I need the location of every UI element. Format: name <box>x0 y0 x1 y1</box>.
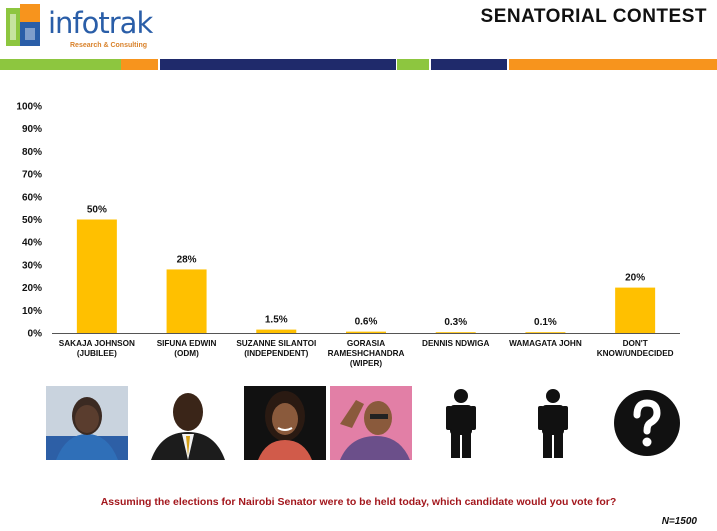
x-tick-label: DON'T <box>623 339 648 348</box>
x-tick-label: DENNIS NDWIGA <box>422 339 489 348</box>
y-tick-label: 10% <box>22 306 42 317</box>
sample-size: N=1500 <box>661 516 697 527</box>
data-label: 50% <box>87 205 107 216</box>
x-tick-label: SUZANNE SILANTOI <box>236 339 316 348</box>
bar <box>166 269 207 333</box>
suzanne-silantoi-photo <box>244 386 326 460</box>
y-tick-label: 40% <box>22 238 42 249</box>
bar <box>525 332 566 333</box>
y-tick-label: 90% <box>22 124 42 135</box>
x-tick-label: SIFUNA EDWIN <box>157 339 217 348</box>
y-tick-label: 0% <box>28 329 43 340</box>
x-tick-label: (WIPER) <box>350 359 383 368</box>
bar <box>615 287 656 333</box>
y-tick-label: 20% <box>22 283 42 294</box>
person-silhouette-icon <box>420 386 502 460</box>
data-label: 1.5% <box>265 315 288 326</box>
survey-question: Assuming the elections for Nairobi Senat… <box>100 496 617 508</box>
y-tick-label: 70% <box>22 170 42 181</box>
infotrak-logo: infotrak Research & Consulting <box>4 2 154 54</box>
sakaja-johnson-photo <box>46 386 128 460</box>
sifuna-edwin-photo <box>147 386 229 460</box>
x-tick-label: SAKAJA JOHNSON <box>59 339 135 348</box>
y-tick-label: 100% <box>16 102 42 113</box>
y-tick-label: 50% <box>22 215 42 226</box>
data-label: 28% <box>177 254 197 265</box>
bar <box>435 332 476 333</box>
x-tick-label: (ODM) <box>174 349 199 358</box>
bar <box>76 219 117 333</box>
data-label: 20% <box>625 273 645 284</box>
logo-text: infotrak <box>48 6 153 40</box>
x-tick-label: WAMAGATA JOHN <box>509 339 582 348</box>
x-tick-label: GORASIA <box>347 339 385 348</box>
y-tick-label: 30% <box>22 260 42 271</box>
page-title: SENATORIAL CONTEST <box>480 6 707 27</box>
x-tick-label: (JUBILEE) <box>77 349 117 358</box>
logo-subtitle: Research & Consulting <box>70 42 148 49</box>
bar <box>256 329 297 333</box>
x-tick-label: (INDEPENDENT) <box>244 349 308 358</box>
bar-chart: 0% 10% 20% 30% 40% 50% 60% 70% 80% 90% 100% 50% SAKA… <box>16 102 680 368</box>
y-tick-label: 60% <box>22 192 42 203</box>
logo-mark-icon <box>6 4 40 46</box>
data-label: 0.3% <box>444 317 467 328</box>
x-tick-label: KNOW/UNDECIDED <box>597 349 674 358</box>
y-tick-label: 80% <box>22 147 42 158</box>
question-mark-icon <box>606 386 688 460</box>
x-tick-label: RAMESHCHANDRA <box>328 349 405 358</box>
data-label: 0.1% <box>534 317 557 328</box>
bar <box>346 331 386 333</box>
person-silhouette-icon <box>512 386 594 460</box>
data-label: 0.6% <box>355 317 378 328</box>
gorasia-rameshchandra-photo <box>330 386 412 460</box>
